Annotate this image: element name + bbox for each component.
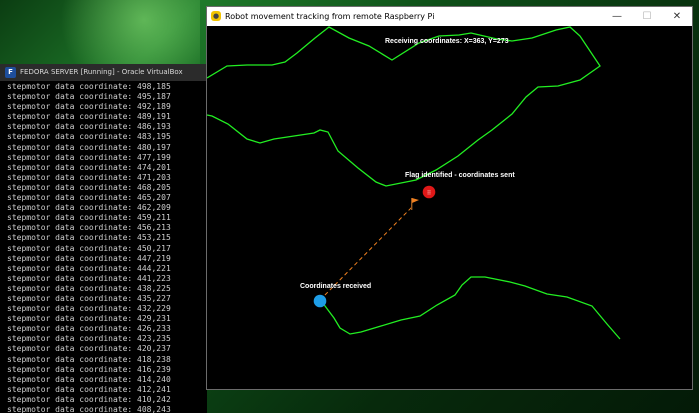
terminal-line: stepmotor data coordinate: 465,207 [7, 193, 171, 203]
terminal-line: stepmotor data coordinate: 459,211 [7, 213, 171, 223]
maximize-button[interactable]: ☐ [642, 11, 652, 22]
terminal-line: stepmotor data coordinate: 498,185 [7, 82, 171, 91]
trajectory-line [319, 206, 413, 301]
terminal-line: stepmotor data coordinate: 438,225 [7, 283, 171, 293]
terminal-line: stepmotor data coordinate: 456,213 [7, 223, 171, 233]
terminal-line: stepmotor data coordinate: 441,223 [7, 273, 171, 283]
flag-label: Flag identified - coordinates sent [405, 172, 515, 179]
minimize-button[interactable]: — [612, 11, 622, 22]
track-path-upper [207, 26, 601, 187]
terminal-output[interactable]: stepmotor data coordinate: 498,185 stepmo… [0, 81, 207, 413]
terminal-line: stepmotor data coordinate: 432,229 [7, 304, 171, 314]
terminal-line: stepmotor data coordinate: 447,219 [7, 253, 171, 263]
terminal-line: stepmotor data coordinate: 414,240 [7, 374, 171, 384]
terminal-line: stepmotor data coordinate: 492,189 [7, 102, 171, 112]
terminal-line: stepmotor data coordinate: 486,193 [7, 122, 171, 132]
virtualbox-titlebar[interactable]: F FEDORA SERVER [Running] - Oracle Virtu… [0, 64, 207, 81]
terminal-line: stepmotor data coordinate: 462,209 [7, 203, 171, 213]
terminal-line: stepmotor data coordinate: 418,238 [7, 354, 171, 364]
tracking-canvas[interactable]: ⁞⁞ [207, 26, 692, 389]
terminal-line: stepmotor data coordinate: 420,237 [7, 344, 171, 354]
terminal-line: stepmotor data coordinate: 412,241 [7, 384, 171, 394]
terminal-line: stepmotor data coordinate: 410,242 [7, 394, 171, 404]
terminal-line: stepmotor data coordinate: 435,227 [7, 293, 171, 303]
terminal-line: stepmotor data coordinate: 426,233 [7, 324, 171, 334]
robot-window-titlebar[interactable]: ● Robot movement tracking from remote Ra… [207, 7, 692, 26]
track-path-lower [319, 276, 621, 340]
terminal-line: stepmotor data coordinate: 489,191 [7, 112, 171, 122]
python-icon: ● [211, 11, 221, 21]
terminal-line: stepmotor data coordinate: 450,217 [7, 243, 171, 253]
terminal-line: stepmotor data coordinate: 423,235 [7, 334, 171, 344]
terminal-line: stepmotor data coordinate: 477,199 [7, 152, 171, 162]
flag-icon [412, 198, 419, 203]
virtualbox-icon: F [5, 67, 16, 78]
robot-label: Coordinates received [300, 283, 372, 290]
flag-marker [422, 185, 436, 199]
virtualbox-window[interactable]: F FEDORA SERVER [Running] - Oracle Virtu… [0, 64, 207, 413]
terminal-line: stepmotor data coordinate: 429,231 [7, 314, 171, 324]
terminal-line: stepmotor data coordinate: 468,205 [7, 182, 171, 192]
terminal-line: stepmotor data coordinate: 453,215 [7, 233, 171, 243]
terminal-line: stepmotor data coordinate: 408,243 [7, 405, 171, 413]
status-text: Receiving coordinates: X=363, Y=273 [385, 38, 509, 45]
terminal-line: stepmotor data coordinate: 480,197 [7, 142, 171, 152]
robot-window-title: Robot movement tracking from remote Rasp… [225, 12, 435, 21]
flag-marker-glyph: ⁞⁞ [427, 190, 431, 197]
robot-marker [313, 294, 327, 308]
terminal-line: stepmotor data coordinate: 444,221 [7, 263, 171, 273]
flag-pole [411, 198, 413, 210]
terminal-line: stepmotor data coordinate: 471,203 [7, 172, 171, 182]
robot-tracking-window[interactable]: ● Robot movement tracking from remote Ra… [206, 6, 693, 390]
terminal-line: stepmotor data coordinate: 495,187 [7, 92, 171, 102]
close-button[interactable]: ✕ [672, 11, 682, 22]
terminal-line: stepmotor data coordinate: 416,239 [7, 364, 171, 374]
terminal-line: stepmotor data coordinate: 483,195 [7, 132, 171, 142]
terminal-line: stepmotor data coordinate: 474,201 [7, 162, 171, 172]
virtualbox-title: FEDORA SERVER [Running] - Oracle Virtual… [20, 68, 183, 76]
